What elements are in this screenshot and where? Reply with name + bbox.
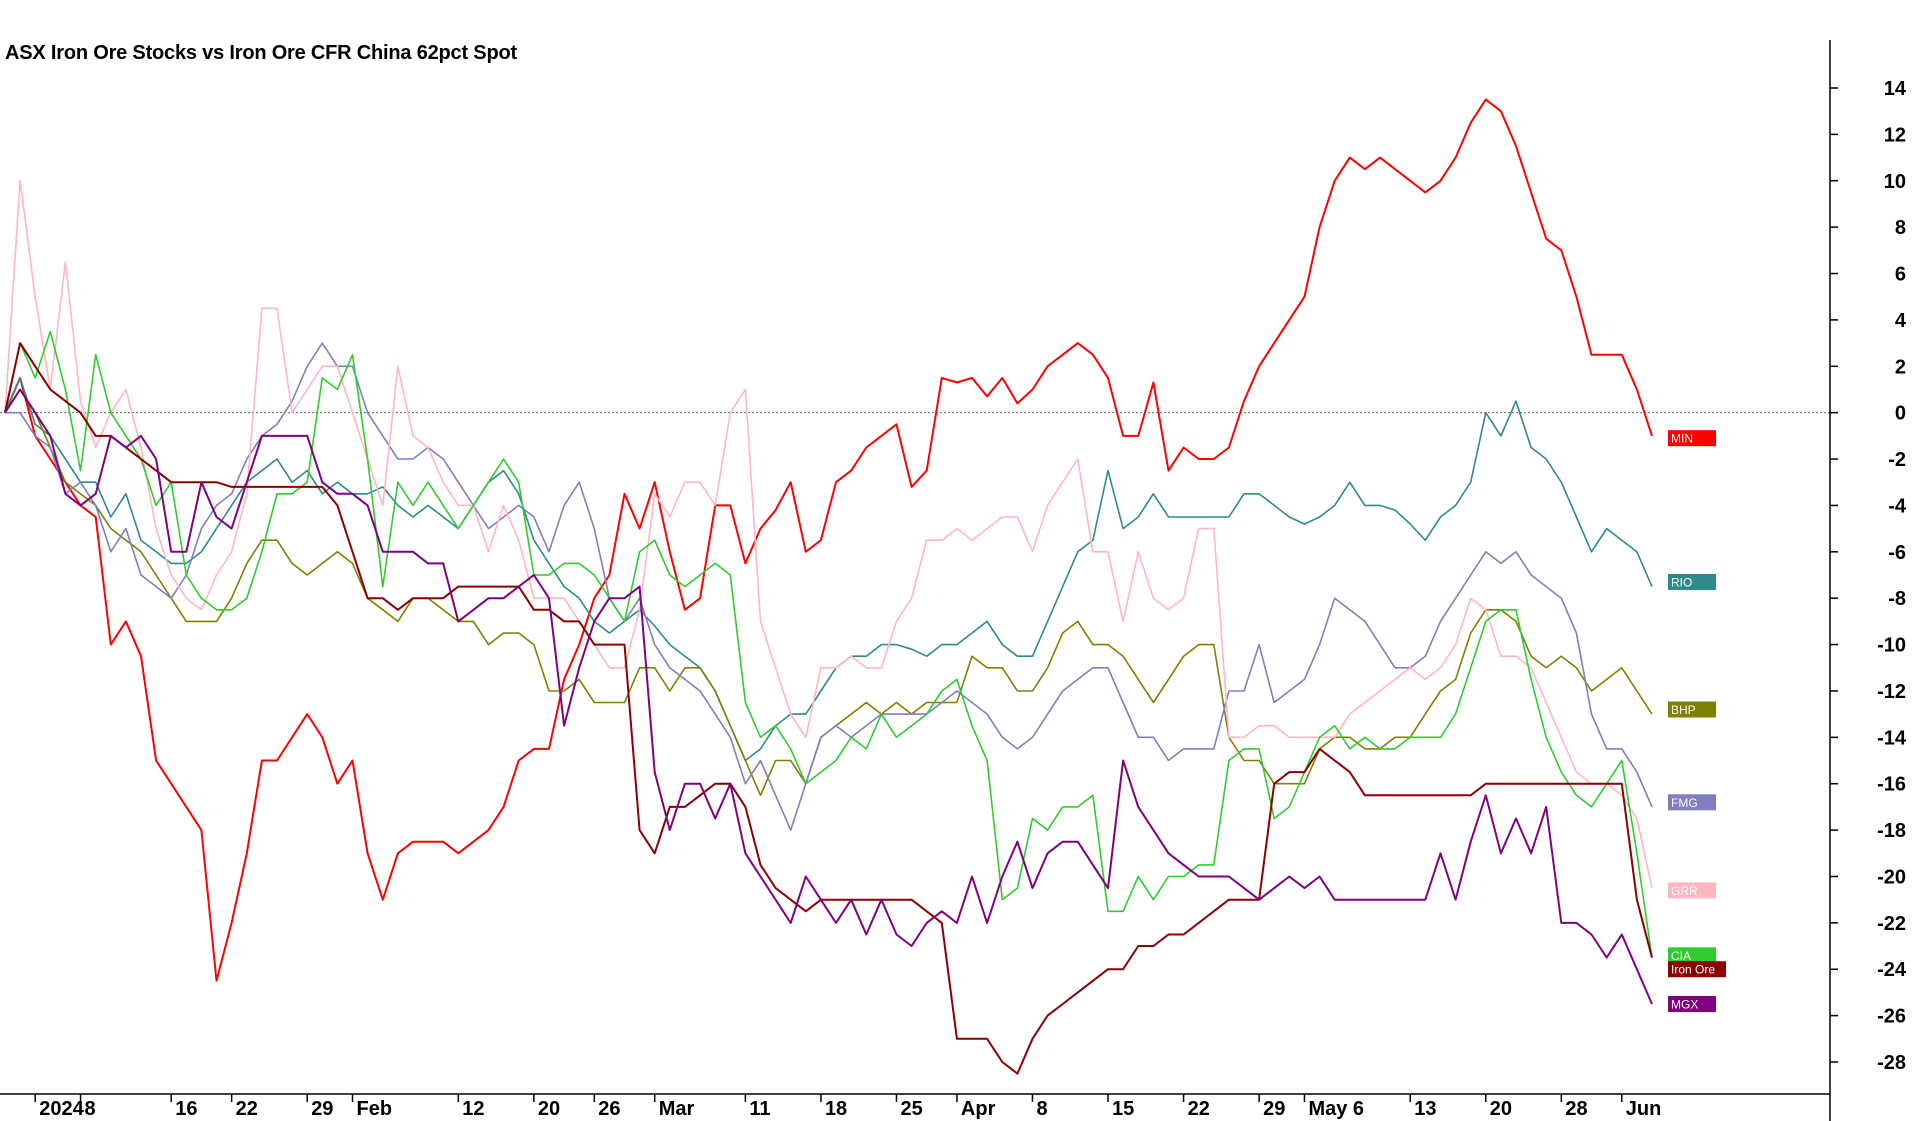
x-tick-label: 22	[236, 1098, 258, 1120]
y-tick-label: 8	[1895, 217, 1906, 239]
series-tag-bg-fmg	[1668, 794, 1716, 811]
x-tick-label: 13	[1414, 1098, 1436, 1120]
series-tag-bg-grr	[1668, 882, 1716, 899]
x-tick-label: 8	[85, 1098, 96, 1120]
x-tick-label: 20	[538, 1098, 560, 1120]
series-tag-label-mgx: MGX	[1671, 998, 1698, 1012]
series-tag-bg-mgx	[1668, 996, 1716, 1013]
series-tag-label-rio: RIO	[1671, 575, 1692, 589]
y-tick-label: -28	[1877, 1052, 1906, 1074]
series-line-grr	[4, 180, 1653, 889]
series-layer	[4, 98, 1653, 1075]
y-tick-label: -10	[1877, 635, 1906, 657]
y-tick-label: 10	[1884, 171, 1906, 193]
x-tick-label: 26	[598, 1098, 620, 1120]
y-tick-label: 14	[1884, 78, 1907, 100]
x-tick-label: 28	[1565, 1098, 1587, 1120]
x-tick-label: 20	[1490, 1098, 1512, 1120]
y-tick-label: -4	[1888, 495, 1907, 517]
x-tick-label: Apr	[961, 1098, 996, 1120]
x-tick-label: Feb	[357, 1098, 393, 1120]
y-tick-label: 2	[1895, 356, 1906, 378]
x-tick-label: 11	[749, 1098, 770, 1120]
y-tick-label: 0	[1895, 403, 1906, 425]
series-line-mgx	[4, 388, 1653, 1005]
x-tick-label: May 6	[1308, 1098, 1364, 1120]
y-tick-label: -22	[1877, 913, 1906, 935]
series-tag-label-cia: CIA	[1671, 949, 1691, 963]
x-tick-label: Jun	[1626, 1098, 1662, 1120]
y-tick-label: -2	[1888, 449, 1906, 471]
y-tick-label: 4	[1895, 310, 1907, 332]
x-tick-label: 25	[900, 1098, 922, 1120]
series-line-rio	[4, 377, 1653, 762]
series-line-min	[4, 98, 1653, 982]
series-tag-bg-iron-ore	[1668, 961, 1726, 978]
x-tick-label: 15	[1112, 1098, 1134, 1120]
series-tag-label-bhp: BHP	[1671, 703, 1696, 717]
series-tag-label-grr: GRR	[1671, 884, 1698, 898]
x-tick-label: 8	[1036, 1098, 1047, 1120]
y-tick-label: -8	[1888, 588, 1906, 610]
x-tick-label: 16	[175, 1098, 197, 1120]
x-tick-label: 12	[462, 1098, 484, 1120]
x-tick-label: 29	[311, 1098, 333, 1120]
series-line-iron-ore	[4, 342, 1653, 1075]
y-tick-label: -6	[1888, 542, 1906, 564]
y-tick-label: 6	[1895, 264, 1906, 286]
y-tick-label: -20	[1877, 866, 1906, 888]
x-tick-label: Mar	[659, 1098, 695, 1120]
y-tick-label: -18	[1877, 820, 1906, 842]
y-tick-label: -12	[1877, 681, 1906, 703]
y-tick-label: -16	[1877, 774, 1906, 796]
x-tick-label: 2024	[39, 1098, 84, 1120]
axis-layer: 14121086420-2-4-6-8-10-12-14-16-18-20-22…	[0, 40, 1907, 1121]
series-tag-bg-rio	[1668, 573, 1716, 590]
series-line-cia	[4, 330, 1653, 958]
y-tick-label: 12	[1884, 124, 1906, 146]
x-tick-label: 18	[825, 1098, 847, 1120]
x-tick-label: 22	[1188, 1098, 1210, 1120]
series-tag-label-min: MIN	[1671, 432, 1693, 446]
series-tag-bg-bhp	[1668, 701, 1716, 718]
series-tag-label-iron-ore: Iron Ore	[1671, 963, 1715, 977]
series-line-fmg	[5, 342, 1653, 831]
y-tick-label: -14	[1877, 727, 1907, 749]
series-tag-label-fmg: FMG	[1671, 796, 1698, 810]
series-tag-bg-min	[1668, 430, 1716, 447]
chart-title: ASX Iron Ore Stocks vs Iron Ore CFR Chin…	[5, 42, 517, 64]
x-tick-label: 29	[1263, 1098, 1285, 1120]
y-tick-label: -26	[1877, 1006, 1906, 1028]
series-tag-bg-cia	[1668, 947, 1716, 964]
y-tick-label: -24	[1877, 959, 1907, 981]
